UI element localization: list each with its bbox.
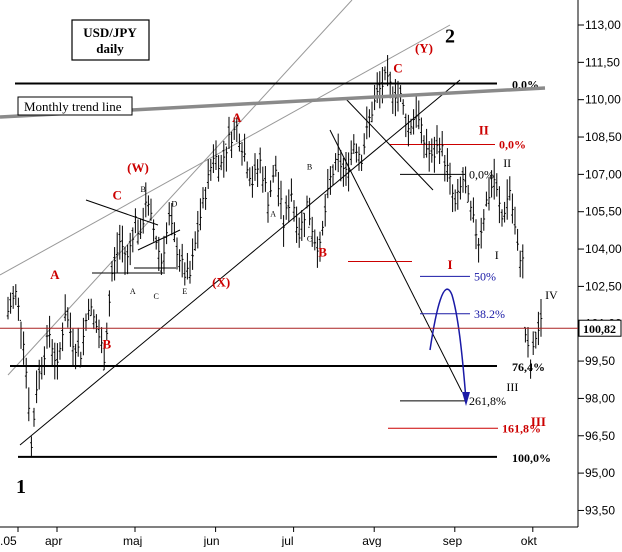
chart-title: USD/JPY [83,25,137,40]
y-tick-label: 108,50 [585,130,622,144]
projection-level-label: 50% [474,269,496,283]
x-tick-label: jun [203,534,220,547]
y-tick-label: 98,00 [585,391,615,405]
title-box [71,19,150,61]
chart-subtitle: daily [96,41,124,56]
x-tick-label: okt [521,534,538,547]
current-price-label: 100,82 [583,322,616,336]
current-price-box [578,319,622,337]
wave-label: C [393,60,402,75]
x-tick-label: sep [443,534,463,547]
wave-label: A [270,210,276,219]
projection-level-label: 0,0% [469,167,494,181]
wave-label: E [182,287,187,296]
wave-label: A [50,267,60,282]
wave-sub-line [137,229,181,251]
fib-level-label: 100,0% [512,451,551,465]
projection-level-label: 161,8% [502,421,541,435]
y-tick-label: 95,00 [585,466,615,480]
x-tick-label: jul [281,534,294,547]
trend-line-label: Monthly trend line [24,99,122,114]
price-bars [6,55,543,457]
x-tick-label: .05 [0,534,17,547]
channel-line [0,24,451,276]
projected-path [429,288,467,401]
y-tick-label: 104,00 [585,242,622,256]
wave-label: 2 [445,25,455,47]
projection-level-label: 0,0% [499,137,526,151]
wave-label: I [447,257,452,272]
wave-label: B [318,245,327,260]
wave-label: 1 [16,476,26,498]
projection-levels: 0,0% 0,0% 50% 38.2% 261,8% 161,8% [348,137,541,435]
wave-label: (W) [127,160,149,175]
y-tick-label: 99,50 [585,354,615,368]
wave-label: I [495,248,499,262]
y-tick-label: 107,00 [585,167,622,181]
y-tick-label: 93,50 [585,503,615,517]
wave-label: II [479,123,489,138]
projection-level-label: 38.2% [474,307,505,321]
wave-label: A [232,110,242,125]
wave-label: IV [545,288,558,302]
wave-label: A [130,287,136,296]
wave-label: II [503,156,511,170]
wave-label: C [154,292,159,301]
wave-label: B [141,185,146,194]
wave-label: (Y) [415,40,433,55]
wave-label: D [172,200,178,209]
wave-sub-line [85,199,159,226]
y-tick-label: 111,50 [585,55,620,69]
wave-label: C [113,187,122,202]
fib-level-label: 76,4% [512,360,545,374]
y-tick-label: 110,00 [585,93,621,107]
wave-label: C [307,235,312,244]
x-tick-label: maj [123,534,142,547]
y-tick-label: 113,00 [585,18,621,32]
wave-annotation-lines [85,199,470,406]
y-tick-label: 102,50 [585,279,622,293]
trend-line-label-box [17,96,133,116]
y-tick-label: 96,50 [585,429,615,443]
wave-label: III [506,380,518,394]
channel-line [19,79,461,446]
projected-arrowhead [462,392,470,406]
y-tick-label: 105,50 [585,205,622,219]
x-tick-label: apr [45,534,62,547]
x-tick-label: avg [362,534,381,547]
wave-label: III [531,414,546,429]
projection-level-label: 261,8% [469,394,506,408]
x-axis-ticks: .05 apr maj jun jul avg sep okt [0,527,538,548]
wave-label: (X) [212,274,230,289]
wave-label: B [307,162,312,171]
wave-label: B [102,337,111,352]
